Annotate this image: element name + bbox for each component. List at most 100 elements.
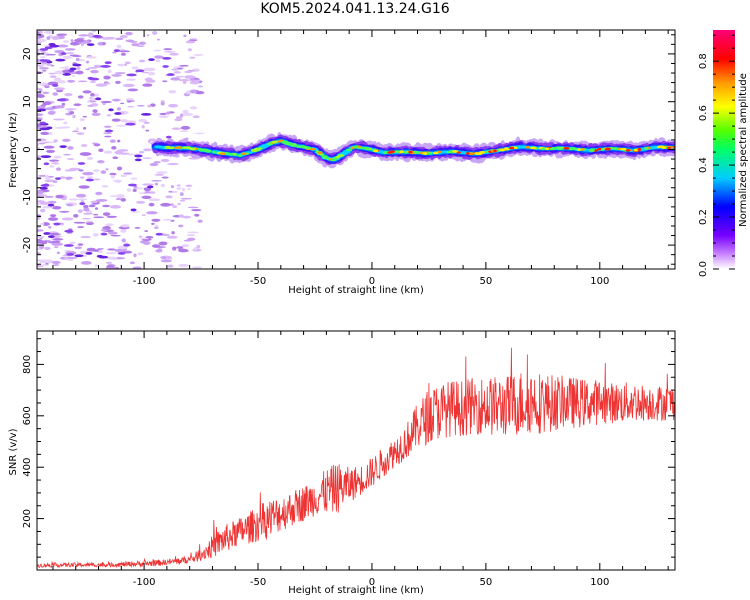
noise-blob bbox=[37, 31, 40, 34]
noise-blob bbox=[88, 32, 94, 37]
noise-blob bbox=[103, 75, 111, 80]
noise-blob bbox=[105, 168, 109, 171]
snr-y-label: SNR (v/v) bbox=[8, 428, 19, 475]
noise-blob bbox=[43, 232, 51, 235]
noise-blob bbox=[127, 105, 135, 108]
noise-blob bbox=[189, 80, 200, 85]
noise-blob bbox=[167, 264, 174, 268]
noise-blob bbox=[50, 162, 60, 165]
noise-blob bbox=[63, 121, 68, 125]
noise-blob bbox=[59, 66, 70, 69]
track-peak bbox=[597, 147, 602, 151]
noise-blob bbox=[56, 98, 67, 102]
noise-blob bbox=[172, 246, 177, 251]
noise-blob bbox=[93, 64, 103, 68]
track-peak bbox=[224, 152, 230, 155]
track-peak bbox=[350, 146, 355, 150]
noise-blob bbox=[95, 191, 103, 196]
y-tick-label: -10 bbox=[22, 189, 33, 205]
noise-blob bbox=[192, 68, 200, 71]
noise-blob bbox=[148, 72, 156, 76]
noise-blob bbox=[148, 138, 157, 142]
noise-blob bbox=[65, 176, 73, 180]
noise-blob bbox=[87, 76, 94, 80]
noise-blob bbox=[54, 70, 65, 75]
y-tick-label: 800 bbox=[22, 355, 33, 374]
noise-blob bbox=[37, 106, 46, 110]
track-peak bbox=[203, 149, 208, 152]
noise-blob bbox=[194, 90, 205, 95]
spectrogram-y-label: Frequency (Hz) bbox=[8, 112, 19, 188]
noise-blob bbox=[66, 257, 78, 259]
noise-blob bbox=[39, 121, 47, 125]
noise-blob bbox=[193, 247, 198, 251]
noise-blob bbox=[92, 232, 99, 237]
track-peak bbox=[433, 151, 439, 155]
track-peak bbox=[290, 144, 298, 147]
noise-blob bbox=[49, 232, 60, 236]
noise-blob bbox=[120, 198, 127, 202]
noise-blob bbox=[184, 75, 196, 79]
noise-blob bbox=[86, 247, 96, 252]
noise-blob bbox=[37, 48, 40, 52]
noise-blob bbox=[151, 179, 162, 182]
noise-blob bbox=[72, 130, 79, 133]
noise-blob bbox=[40, 208, 46, 213]
track-peak bbox=[644, 147, 649, 150]
noise-blob bbox=[197, 219, 203, 223]
noise-blob bbox=[194, 132, 205, 135]
noise-blob bbox=[92, 169, 100, 172]
noise-blob bbox=[86, 176, 94, 179]
noise-blob bbox=[102, 212, 111, 216]
noise-blob bbox=[100, 100, 112, 104]
noise-blob bbox=[160, 158, 170, 163]
noise-blob bbox=[54, 177, 61, 181]
track-peak bbox=[600, 148, 605, 151]
noise-blob bbox=[76, 66, 81, 71]
noise-blob bbox=[176, 187, 182, 190]
noise-blob bbox=[187, 206, 199, 209]
noise-blob bbox=[106, 215, 118, 218]
noise-blob bbox=[107, 248, 116, 251]
noise-blob bbox=[136, 200, 146, 204]
noise-blob bbox=[40, 131, 49, 135]
noise-blob bbox=[100, 65, 111, 68]
noise-blob bbox=[120, 174, 127, 177]
track-peak bbox=[267, 142, 273, 146]
track-peak bbox=[303, 146, 309, 149]
noise-blob bbox=[66, 158, 75, 160]
noise-blob bbox=[44, 195, 55, 198]
noise-blob bbox=[138, 118, 148, 123]
noise-blob bbox=[75, 57, 80, 62]
track-peak bbox=[508, 146, 516, 150]
noise-blob bbox=[37, 138, 47, 142]
noise-blob bbox=[46, 36, 51, 41]
track-peak bbox=[633, 148, 639, 152]
noise-blob bbox=[151, 218, 161, 222]
noise-blob bbox=[129, 261, 135, 265]
noise-blob bbox=[127, 183, 138, 187]
noise-blob bbox=[47, 235, 55, 239]
track-peak bbox=[251, 149, 258, 152]
noise-blob bbox=[114, 256, 126, 260]
noise-blob bbox=[77, 80, 88, 83]
track-peak bbox=[625, 148, 631, 152]
noise-blob bbox=[48, 43, 56, 46]
noise-blob bbox=[66, 252, 75, 256]
noise-blob bbox=[185, 40, 196, 44]
noise-blob bbox=[56, 251, 60, 255]
noise-blob bbox=[94, 207, 98, 210]
noise-blob bbox=[181, 244, 190, 248]
noise-blob bbox=[175, 75, 185, 78]
noise-blob bbox=[139, 150, 145, 154]
noise-blob bbox=[79, 118, 85, 122]
noise-blob bbox=[176, 246, 184, 249]
noise-blob bbox=[48, 159, 60, 162]
track-peak bbox=[619, 147, 627, 151]
track-peak bbox=[580, 148, 585, 151]
noise-blob bbox=[48, 225, 52, 229]
track-peak bbox=[338, 154, 345, 157]
noise-blob bbox=[39, 186, 48, 190]
